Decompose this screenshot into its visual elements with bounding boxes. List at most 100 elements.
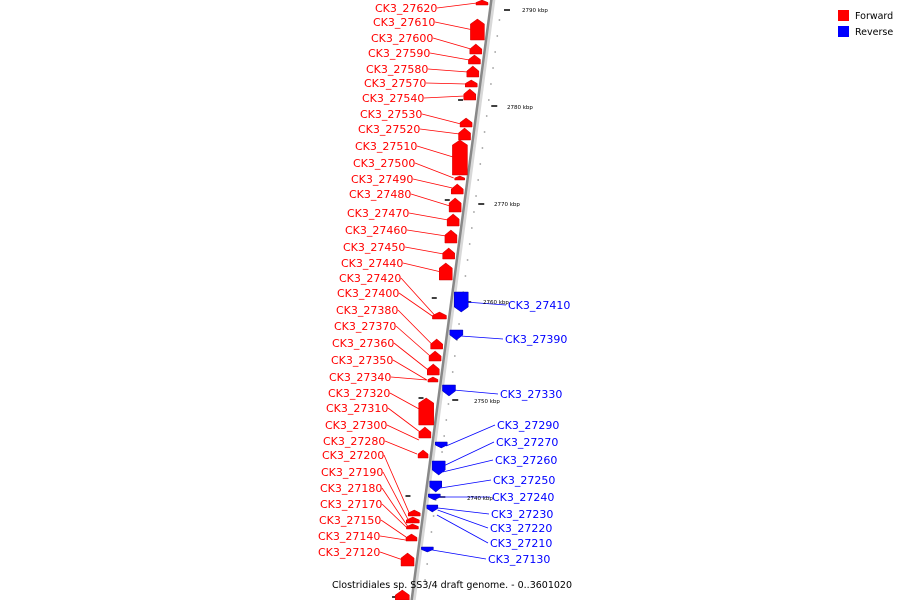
gene-label-forward[interactable]: CK3_27500 xyxy=(353,157,415,170)
forward-gene-block[interactable] xyxy=(459,117,473,128)
forward-gene-block[interactable] xyxy=(470,18,485,41)
forward-leader-line xyxy=(381,487,408,527)
reverse-leader-lines xyxy=(432,301,507,560)
reverse-leader-line xyxy=(443,441,495,467)
gene-label-reverse[interactable]: CK3_27230 xyxy=(491,508,553,521)
forward-gene-block[interactable] xyxy=(458,127,471,141)
gene-label-forward[interactable]: CK3_27440 xyxy=(341,257,403,270)
gene-label-reverse[interactable]: CK3_27260 xyxy=(495,454,557,467)
gene-label-reverse[interactable]: CK3_27290 xyxy=(497,419,559,432)
forward-gene-block[interactable] xyxy=(442,247,455,260)
forward-gene-block[interactable] xyxy=(464,79,478,88)
forward-gene-block[interactable] xyxy=(463,88,477,101)
gene-label-forward[interactable]: CK3_27320 xyxy=(328,387,390,400)
gene-label-forward[interactable]: CK3_27600 xyxy=(371,32,433,45)
reverse-gene-block[interactable] xyxy=(434,441,448,449)
gene-label-forward[interactable]: CK3_27530 xyxy=(360,108,422,121)
legend-swatch-forward xyxy=(838,10,849,21)
forward-leader-line xyxy=(410,193,451,207)
forward-leader-line xyxy=(429,52,470,61)
gene-label-forward[interactable]: CK3_27470 xyxy=(347,207,409,220)
gene-label-forward[interactable]: CK3_27310 xyxy=(326,402,388,415)
gene-label-forward[interactable]: CK3_27170 xyxy=(320,498,382,511)
gene-label-forward[interactable]: CK3_27350 xyxy=(331,354,393,367)
gene-label-forward[interactable]: CK3_27580 xyxy=(366,63,428,76)
gene-label-forward[interactable]: CK3_27570 xyxy=(364,77,426,90)
forward-leader-line xyxy=(436,2,477,9)
gene-label-forward[interactable]: CK3_27620 xyxy=(375,2,437,15)
forward-gene-block[interactable] xyxy=(452,139,468,176)
reverse-gene-block[interactable] xyxy=(449,329,464,341)
gene-label-forward[interactable]: CK3_27510 xyxy=(355,140,417,153)
reverse-gene-block[interactable] xyxy=(421,546,434,553)
gene-label-reverse[interactable]: CK3_27210 xyxy=(490,537,552,550)
forward-gene-block[interactable] xyxy=(428,350,442,362)
gene-label-forward[interactable]: CK3_27540 xyxy=(362,92,424,105)
gene-label-forward[interactable]: CK3_27140 xyxy=(318,530,380,543)
gene-label-reverse[interactable]: CK3_27250 xyxy=(493,474,555,487)
forward-gene-block[interactable] xyxy=(468,54,481,65)
tick-label: 2790 kbp xyxy=(522,8,548,14)
forward-leader-line xyxy=(397,309,432,345)
forward-gene-block[interactable] xyxy=(395,589,410,600)
forward-gene-block[interactable] xyxy=(430,338,443,350)
forward-gene-block[interactable] xyxy=(427,363,440,376)
gene-label-forward[interactable]: CK3_27380 xyxy=(336,304,398,317)
forward-gene-block[interactable] xyxy=(405,533,418,542)
forward-gene-block[interactable] xyxy=(406,516,420,524)
reverse-gene-block[interactable] xyxy=(428,493,441,501)
forward-gene-block[interactable] xyxy=(444,229,458,244)
gene-label-forward[interactable]: CK3_27150 xyxy=(319,514,381,527)
reverse-gene-block[interactable] xyxy=(431,460,446,476)
gene-label-forward[interactable]: CK3_27460 xyxy=(345,224,407,237)
reverse-gene-block[interactable] xyxy=(453,291,469,313)
gene-label-forward[interactable]: CK3_27300 xyxy=(325,419,387,432)
gene-label-forward[interactable]: CK3_27490 xyxy=(351,173,413,186)
reverse-gene-block[interactable] xyxy=(426,504,439,513)
gene-label-forward[interactable]: CK3_27480 xyxy=(349,188,411,201)
gene-label-reverse[interactable]: CK3_27390 xyxy=(505,333,567,346)
forward-leader-line xyxy=(425,82,467,85)
forward-gene-block[interactable] xyxy=(466,65,480,78)
gene-label-forward[interactable]: CK3_27370 xyxy=(334,320,396,333)
forward-gene-block[interactable] xyxy=(418,397,434,426)
forward-gene-block[interactable] xyxy=(454,175,465,181)
gene-label-forward[interactable]: CK3_27280 xyxy=(323,435,385,448)
forward-gene-block[interactable] xyxy=(418,426,432,439)
forward-gene-block[interactable] xyxy=(446,213,460,227)
gene-label-forward[interactable]: CK3_27520 xyxy=(358,123,420,136)
forward-gene-block[interactable] xyxy=(417,449,429,459)
gene-label-reverse[interactable]: CK3_27330 xyxy=(500,388,562,401)
gene-label-forward[interactable]: CK3_27360 xyxy=(332,337,394,350)
forward-leader-line xyxy=(421,113,461,125)
gene-label-forward[interactable]: CK3_27190 xyxy=(321,466,383,479)
gene-label-forward[interactable]: CK3_27200 xyxy=(322,449,384,462)
gene-label-reverse[interactable]: CK3_27270 xyxy=(496,436,558,449)
forward-gene-block[interactable] xyxy=(439,262,453,281)
gene-label-forward[interactable]: CK3_27340 xyxy=(329,371,391,384)
forward-gene-block[interactable] xyxy=(448,197,462,213)
gene-label-reverse[interactable]: CK3_27240 xyxy=(492,491,554,504)
gene-label-forward[interactable]: CK3_27610 xyxy=(373,16,435,29)
gene-label-forward[interactable]: CK3_27590 xyxy=(368,47,430,60)
forward-gene-block[interactable] xyxy=(400,552,415,567)
forward-gene-block[interactable] xyxy=(469,43,483,55)
reverse-gene-block[interactable] xyxy=(429,480,442,493)
forward-gene-block[interactable] xyxy=(475,0,489,6)
forward-leader-line xyxy=(406,229,447,237)
forward-gene-block[interactable] xyxy=(427,376,439,383)
reverse-gene-blocks xyxy=(421,291,469,553)
gene-label-forward[interactable]: CK3_27450 xyxy=(343,241,405,254)
reverse-gene-block[interactable] xyxy=(442,384,456,397)
gene-label-forward[interactable]: CK3_27120 xyxy=(318,546,380,559)
gene-label-forward[interactable]: CK3_27400 xyxy=(337,287,399,300)
gene-label-reverse[interactable]: CK3_27410 xyxy=(508,299,570,312)
forward-gene-block[interactable] xyxy=(406,523,419,530)
forward-gene-block[interactable] xyxy=(407,509,421,517)
gene-label-forward[interactable]: CK3_27180 xyxy=(320,482,382,495)
gene-label-reverse[interactable]: CK3_27130 xyxy=(488,553,550,566)
gene-label-reverse[interactable]: CK3_27220 xyxy=(490,522,552,535)
forward-gene-block[interactable] xyxy=(450,183,464,195)
gene-label-forward[interactable]: CK3_27420 xyxy=(339,272,401,285)
tick-label: 2740 kbp xyxy=(467,496,493,502)
